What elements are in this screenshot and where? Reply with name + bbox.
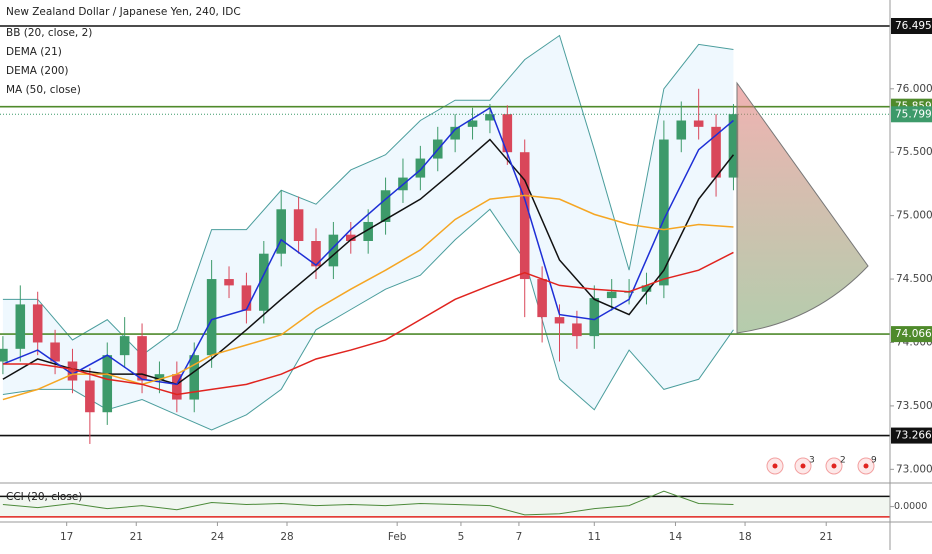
candle-body: [50, 342, 60, 362]
candle-body: [172, 374, 182, 400]
event-count: 9: [871, 456, 877, 466]
y-tick-label: 75.500: [896, 146, 932, 158]
price-label: 76.495: [895, 20, 932, 32]
indicator-label: DEMA (200): [6, 65, 69, 77]
event-dot: [831, 463, 837, 469]
candle-body: [415, 158, 426, 178]
candle-body: [276, 209, 286, 254]
price-label-box: [891, 427, 932, 444]
indicator-label: MA (50, close): [6, 84, 81, 96]
candle-body: [15, 304, 26, 349]
candle-body: [241, 285, 252, 311]
candle-body: [467, 120, 478, 127]
candle-body: [589, 298, 600, 337]
price-label-box: [891, 18, 932, 35]
candle-body: [0, 348, 8, 362]
indicator-label: BB (20, close, 2): [6, 27, 92, 39]
y-tick-label: 73.500: [896, 400, 932, 412]
event-dot: [772, 463, 778, 469]
cci-title: CCI (20, close): [6, 491, 82, 503]
last-price-box: [891, 106, 932, 123]
y-tick-label: 0.0000: [894, 501, 927, 512]
candle-body: [693, 120, 704, 127]
y-tick-label: 74.500: [896, 273, 932, 285]
x-tick-label: 11: [588, 531, 601, 543]
y-tick-label: 75.000: [896, 210, 932, 222]
event-count: 3: [809, 456, 815, 466]
x-tick-label: 7: [516, 531, 523, 543]
bollinger-basis: [2, 138, 735, 386]
projection-drawing: [736, 81, 869, 334]
candle-body: [676, 120, 687, 140]
candle-body: [32, 304, 43, 343]
candle-body: [606, 291, 617, 299]
candle-body: [537, 279, 547, 318]
candle-body: [345, 234, 356, 241]
candle-body: [137, 336, 147, 381]
candle-body: [363, 221, 373, 241]
x-tick-label: Feb: [388, 531, 407, 543]
indicator-line: [2, 106, 734, 386]
candle-body: [189, 355, 200, 400]
event-badges: 3 2 9: [766, 456, 877, 475]
y-tick-label: 73.000: [896, 463, 932, 475]
event-dot: [863, 463, 869, 469]
x-tick-label: 28: [280, 531, 293, 543]
candle-body: [119, 336, 130, 356]
candle-body: [380, 190, 391, 222]
chart-title: New Zealand Dollar / Japanese Yen, 240, …: [6, 6, 241, 18]
candle-body: [485, 114, 495, 121]
x-tick-label: 24: [211, 531, 225, 543]
indicator-label: DEMA (21): [6, 46, 62, 58]
price-label-box: [891, 326, 932, 343]
x-tick-label: 17: [60, 531, 73, 543]
x-tick-label: 21: [130, 531, 143, 543]
candle-body: [259, 253, 269, 311]
x-tick-label: 21: [820, 531, 833, 543]
candle-body: [67, 361, 78, 381]
x-tick-label: 5: [458, 531, 465, 543]
price-label: 74.066: [895, 328, 932, 340]
indicator-line: [2, 251, 734, 396]
price-pane: 73.00073.50074.00074.50075.00075.50076.0…: [0, 18, 932, 543]
event-dot: [800, 463, 806, 469]
candle-body: [641, 285, 652, 292]
candle-body: [311, 241, 321, 267]
candle-body: [502, 114, 513, 153]
candle-body: [328, 234, 339, 267]
cci-line: [2, 490, 734, 516]
candle-body: [450, 126, 460, 140]
bollinger-lower: [2, 208, 734, 431]
x-tick-label: 14: [669, 531, 683, 543]
candle-body: [728, 114, 739, 178]
cci-band: [0, 496, 890, 517]
candle-body: [154, 374, 165, 381]
event-count: 2: [840, 456, 846, 466]
x-tick-label: 18: [738, 531, 751, 543]
candle-body: [224, 279, 234, 286]
y-tick-label: 76.000: [896, 83, 932, 95]
candle-body: [102, 355, 113, 413]
price-label: 73.266: [895, 430, 932, 442]
candle-body: [85, 380, 95, 413]
candle-body: [293, 209, 304, 241]
candle-body: [572, 323, 582, 337]
candle-body: [206, 279, 217, 356]
indicator-line: [2, 194, 734, 401]
candle-body: [519, 152, 530, 280]
candle-body: [659, 139, 669, 286]
last-price-label: 75.799: [895, 108, 932, 120]
candle-body: [554, 317, 565, 324]
candle-body: [711, 126, 721, 178]
